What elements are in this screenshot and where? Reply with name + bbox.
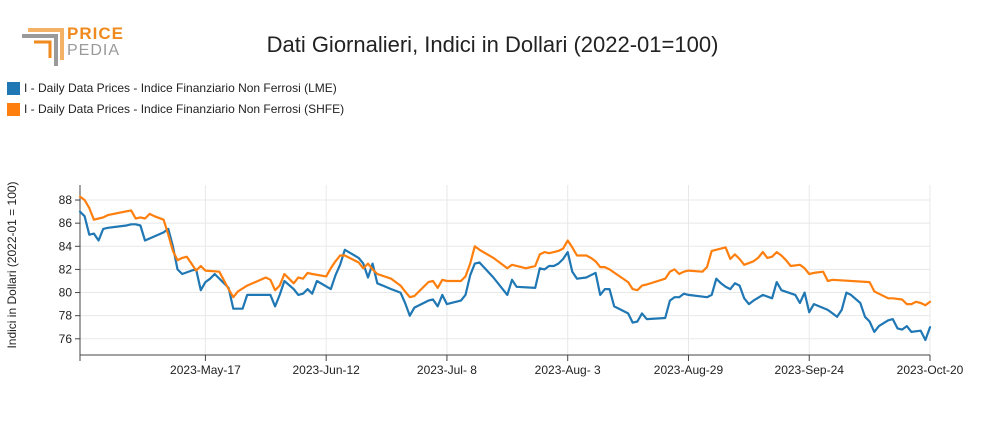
y-axis-title: Indici in Dollari (2022-01 = 100) [5, 181, 19, 348]
legend-item-shfe[interactable]: I - Daily Data Prices - Indice Finanziar… [7, 101, 344, 117]
legend-swatch-lme [7, 81, 20, 95]
gridlines [80, 185, 931, 355]
x-tick-label: 2023-Oct-20 [897, 363, 964, 377]
y-axis-ticks: 76 78 80 82 84 86 88 [59, 193, 80, 346]
x-axis-ticks: 2023-May-17 2023-Jun-12 2023-Jul- 8 2023-Au… [79, 355, 964, 377]
series-line-shfe [78, 195, 932, 307]
x-tick-label: 2023-Aug-29 [654, 363, 724, 377]
y-tick-label: 78 [59, 309, 73, 323]
axes [79, 185, 930, 356]
legend-label-lme: I - Daily Data Prices - Indice Finanziar… [24, 81, 337, 95]
x-tick-label: 2023-Jul- 8 [417, 363, 477, 377]
y-tick-label: 86 [59, 216, 73, 230]
x-tick-label: 2023-Aug- 3 [535, 363, 601, 377]
x-tick-label: 2023-Jun-12 [292, 363, 360, 377]
pricepedia-logo [22, 28, 64, 66]
logo-text-price: PRICE [67, 24, 124, 43]
logo-text-pedia: PEDIA [67, 42, 121, 59]
series-lines [78, 195, 932, 342]
y-tick-label: 76 [59, 332, 73, 346]
legend-swatch-shfe [7, 102, 20, 116]
chart-title: Dati Giornalieri, Indici in Dollari (202… [266, 32, 719, 57]
legend-label-shfe: I - Daily Data Prices - Indice Finanziar… [24, 102, 345, 116]
x-tick-label: 2023-May-17 [170, 363, 241, 377]
y-tick-label: 82 [59, 262, 73, 276]
y-tick-label: 88 [59, 193, 73, 207]
series-line-lme [78, 210, 932, 342]
legend-item-lme[interactable]: I - Daily Data Prices - Indice Finanziar… [7, 80, 337, 96]
y-tick-label: 80 [59, 286, 73, 300]
y-tick-label: 84 [59, 239, 73, 253]
x-tick-label: 2023-Sep-24 [775, 363, 845, 377]
